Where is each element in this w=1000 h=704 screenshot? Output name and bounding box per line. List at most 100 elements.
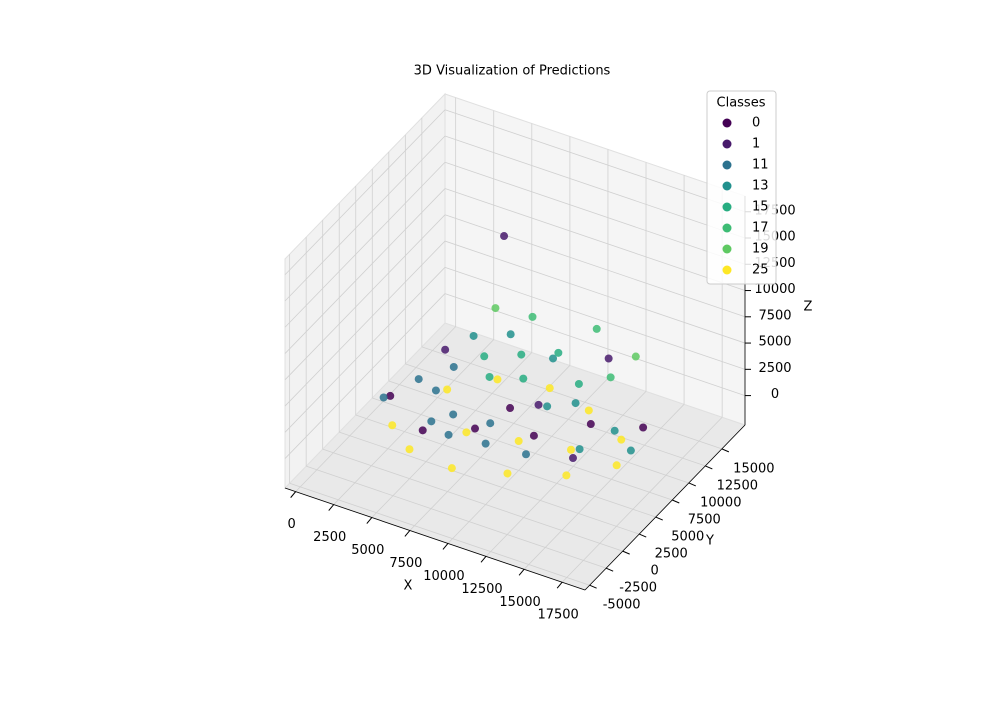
y-tick-label: 5000: [671, 530, 704, 545]
point: [617, 435, 626, 444]
point: [485, 372, 494, 381]
grid-line: [421, 346, 722, 450]
legend-label: 17: [752, 221, 769, 236]
x-tick: [290, 491, 297, 498]
point: [574, 379, 583, 388]
point: [517, 350, 526, 359]
grid-line: [388, 380, 689, 484]
point: [575, 445, 584, 454]
point: [522, 450, 531, 459]
y-tick: [639, 533, 647, 538]
grid-line: [284, 267, 446, 433]
point: [610, 426, 619, 435]
y-tick: [688, 482, 696, 487]
legend-marker: [722, 244, 732, 254]
grid-line: [409, 365, 571, 531]
x-tick-label: 15000: [499, 595, 540, 610]
point: [500, 232, 509, 241]
point: [469, 331, 478, 340]
y-tick: [721, 448, 730, 453]
z-tick-label: 5000: [758, 335, 791, 350]
legend-marker: [722, 181, 732, 191]
z-tick-label: 10000: [754, 282, 795, 297]
axis-line: [284, 487, 586, 591]
grid-line: [405, 363, 706, 467]
legend-label: 13: [752, 179, 769, 194]
point: [431, 386, 440, 395]
grid-line: [523, 404, 685, 570]
legend-title: Classes: [717, 96, 766, 111]
y-tick-label: -2500: [619, 581, 657, 596]
point: [480, 352, 489, 361]
legend-marker: [722, 202, 732, 212]
z-tick-label: 0: [771, 387, 779, 402]
x-tick-label: 12500: [461, 582, 502, 597]
y-tick-label: 10000: [700, 495, 741, 510]
x-tick: [404, 530, 411, 537]
grid-line: [447, 378, 609, 544]
point: [519, 374, 528, 383]
point: [584, 406, 593, 415]
point: [549, 354, 558, 363]
legend-marker: [722, 223, 732, 233]
y-tick-label: 2500: [655, 547, 688, 562]
axis-line: [584, 424, 746, 591]
point: [631, 352, 640, 361]
point: [528, 312, 537, 321]
grid-line: [284, 188, 446, 354]
panes: [284, 92, 746, 591]
legend-marker: [722, 118, 732, 128]
point: [566, 445, 575, 454]
y-tick: [655, 516, 663, 521]
legend-label: 15: [752, 200, 769, 215]
y-tick: [589, 584, 597, 589]
grid-line: [289, 482, 590, 586]
grid-line: [295, 326, 456, 492]
point: [449, 362, 458, 371]
grid-line: [444, 135, 746, 239]
grid-line: [306, 465, 607, 569]
y-tick-label: 0: [651, 564, 659, 579]
point: [491, 304, 500, 313]
x-tick-label: 17500: [537, 608, 578, 623]
point: [443, 385, 452, 394]
y-tick: [605, 567, 614, 572]
point: [427, 417, 436, 426]
x-tick: [480, 556, 487, 563]
point: [386, 391, 395, 400]
legend-label: 0: [752, 116, 760, 131]
y-tick-label: 15000: [733, 461, 774, 476]
legend-marker: [722, 160, 732, 170]
grid-line: [284, 240, 446, 407]
y-tick-label: 12500: [717, 478, 758, 493]
legend-label: 1: [752, 137, 760, 152]
point: [493, 375, 502, 384]
grid-line: [444, 214, 746, 318]
legend-box: [706, 90, 777, 285]
x-tick-label: 5000: [351, 543, 384, 558]
grid-line: [372, 397, 673, 501]
x-tick-label: 0: [288, 517, 296, 532]
y-tick: [672, 499, 680, 504]
point: [379, 393, 388, 402]
point: [405, 445, 414, 454]
grid-line: [444, 109, 746, 213]
point: [543, 402, 552, 411]
grid-line: [284, 109, 446, 276]
legend-label: 25: [752, 263, 769, 278]
points: [379, 232, 648, 480]
y-tick: [622, 550, 630, 555]
point: [486, 419, 495, 428]
point: [604, 354, 613, 363]
point: [606, 373, 615, 382]
x-tick-label: 10000: [423, 569, 464, 584]
point: [441, 345, 450, 354]
point: [562, 471, 571, 480]
z-axis-label: Z: [804, 300, 813, 315]
grid-line: [284, 293, 446, 459]
grid-line: [339, 431, 640, 535]
point: [534, 400, 543, 409]
point: [414, 375, 423, 384]
point: [612, 461, 621, 470]
